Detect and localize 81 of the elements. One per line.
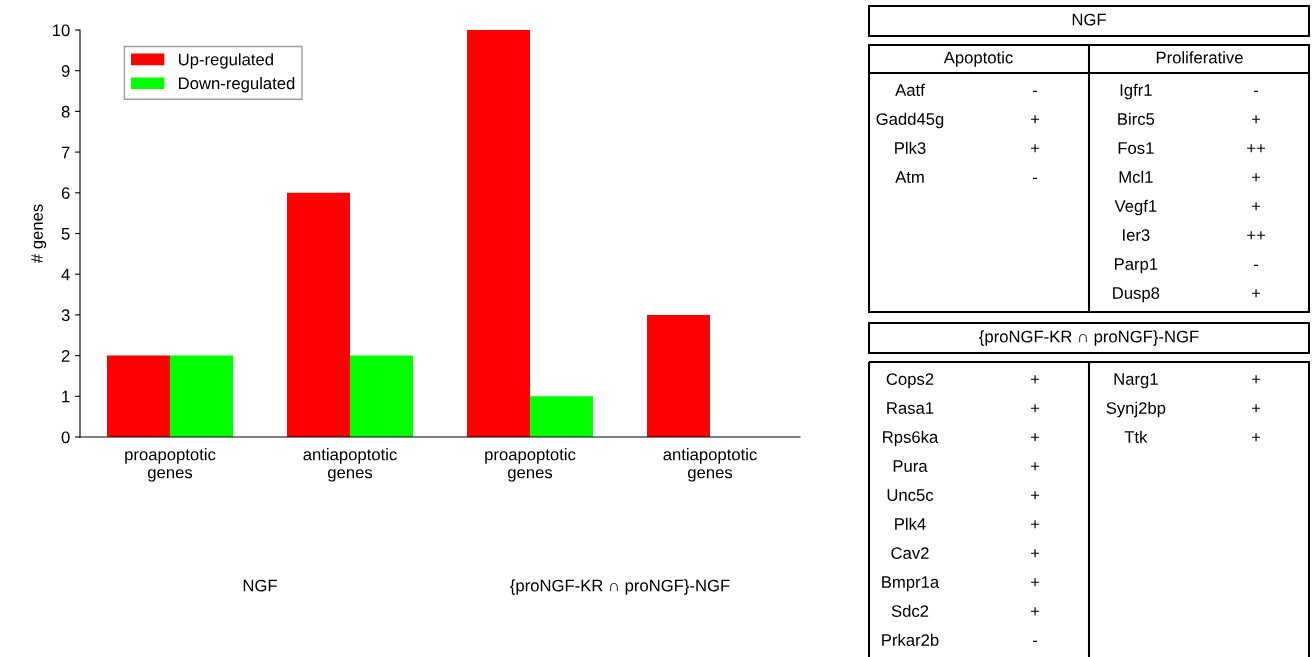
text: +	[1252, 375, 1261, 384]
y-tick-label: 0	[61, 431, 70, 444]
y-tick-label: 3	[61, 309, 70, 322]
x-tick-label: antiapoptotic genes	[303, 448, 397, 482]
y-tick-label: 4	[61, 268, 70, 281]
y-tick-label: 8	[61, 105, 70, 118]
y-tick-label: 6	[61, 187, 70, 199]
text: +	[1252, 289, 1261, 298]
text: -	[1033, 90, 1038, 93]
text: +	[1031, 375, 1040, 384]
y-tick-label: 9	[61, 65, 70, 77]
text: Bmpr1a	[882, 576, 940, 592]
text: +	[1252, 404, 1261, 413]
text: +	[1252, 202, 1261, 211]
text: +	[1031, 433, 1040, 442]
text: Unc5c	[887, 489, 934, 501]
text: ++	[1247, 231, 1265, 240]
text: -	[1033, 640, 1038, 643]
text: +	[1031, 520, 1040, 529]
text: Plk4	[895, 517, 926, 530]
text: Fos1	[1118, 142, 1154, 154]
text: Sdc2	[891, 604, 929, 617]
text: Pura	[893, 460, 928, 472]
text: +	[1031, 144, 1040, 153]
text: +	[1031, 607, 1040, 616]
category-label: Apoptotic	[943, 51, 1013, 67]
category-label: Proliferative	[1156, 51, 1243, 64]
y-axis-title: # genes	[31, 204, 47, 264]
text: Birc5	[1118, 112, 1155, 125]
text: -	[1254, 90, 1259, 93]
text: Dusp8	[1113, 287, 1160, 303]
text: +	[1031, 549, 1040, 558]
legend-label: Up-regulated	[178, 53, 273, 69]
bar	[107, 355, 170, 437]
legend-label: Down-regulated	[179, 77, 295, 93]
text: Gadd45g	[876, 112, 944, 129]
bar	[170, 355, 233, 437]
bar	[530, 396, 593, 437]
text: +	[1031, 462, 1040, 471]
text: Plk3	[895, 141, 926, 154]
text: Vegf1	[1114, 199, 1157, 216]
text: Atm	[895, 171, 924, 183]
text: +	[1252, 433, 1261, 442]
text: +	[1031, 578, 1040, 587]
text: +	[1031, 115, 1040, 124]
x-tick-label: proapoptotic genes	[485, 448, 576, 482]
text: Prkar2b	[882, 633, 939, 646]
y-tick-label: 1	[62, 390, 70, 403]
text: ++	[1247, 144, 1265, 153]
text: NGF	[1072, 13, 1106, 26]
y-tick-label: 2	[61, 350, 70, 362]
text: +	[1252, 173, 1261, 182]
y-tick-label: 5	[61, 228, 70, 240]
text: Cops2	[886, 373, 934, 389]
bar	[350, 355, 413, 437]
text: {proNGF-KR ∩ proNGF}-NGF	[510, 579, 730, 595]
text: Rps6ka	[883, 430, 939, 447]
text: Ttk	[1124, 430, 1148, 443]
x-tick-label: antiapoptotic genes	[663, 448, 757, 482]
text: {proNGF-KR ∩ proNGF}-NGF	[979, 330, 1199, 346]
y-tick-label: 7	[61, 146, 70, 159]
text: Aatf	[895, 83, 925, 96]
text: Synj2bp	[1106, 401, 1166, 418]
text: Cav2	[891, 547, 929, 559]
y-tick-label: 10	[53, 24, 70, 37]
text: Mcl1	[1119, 170, 1153, 183]
text: Ier3	[1123, 229, 1150, 241]
text: +	[1031, 491, 1040, 500]
text: NGF	[243, 579, 277, 592]
text: -	[1033, 177, 1038, 180]
text: -	[1254, 264, 1259, 267]
x-tick-label: proapoptotic genes	[125, 448, 216, 482]
text: Parp1	[1114, 258, 1158, 274]
text: Narg1	[1114, 373, 1158, 389]
bar	[467, 30, 530, 437]
bar	[647, 314, 710, 437]
text: Rasa1	[887, 402, 934, 414]
text: +	[1252, 115, 1261, 124]
text: Igfr1	[1120, 83, 1152, 100]
bar	[287, 192, 350, 437]
text: +	[1031, 404, 1040, 413]
